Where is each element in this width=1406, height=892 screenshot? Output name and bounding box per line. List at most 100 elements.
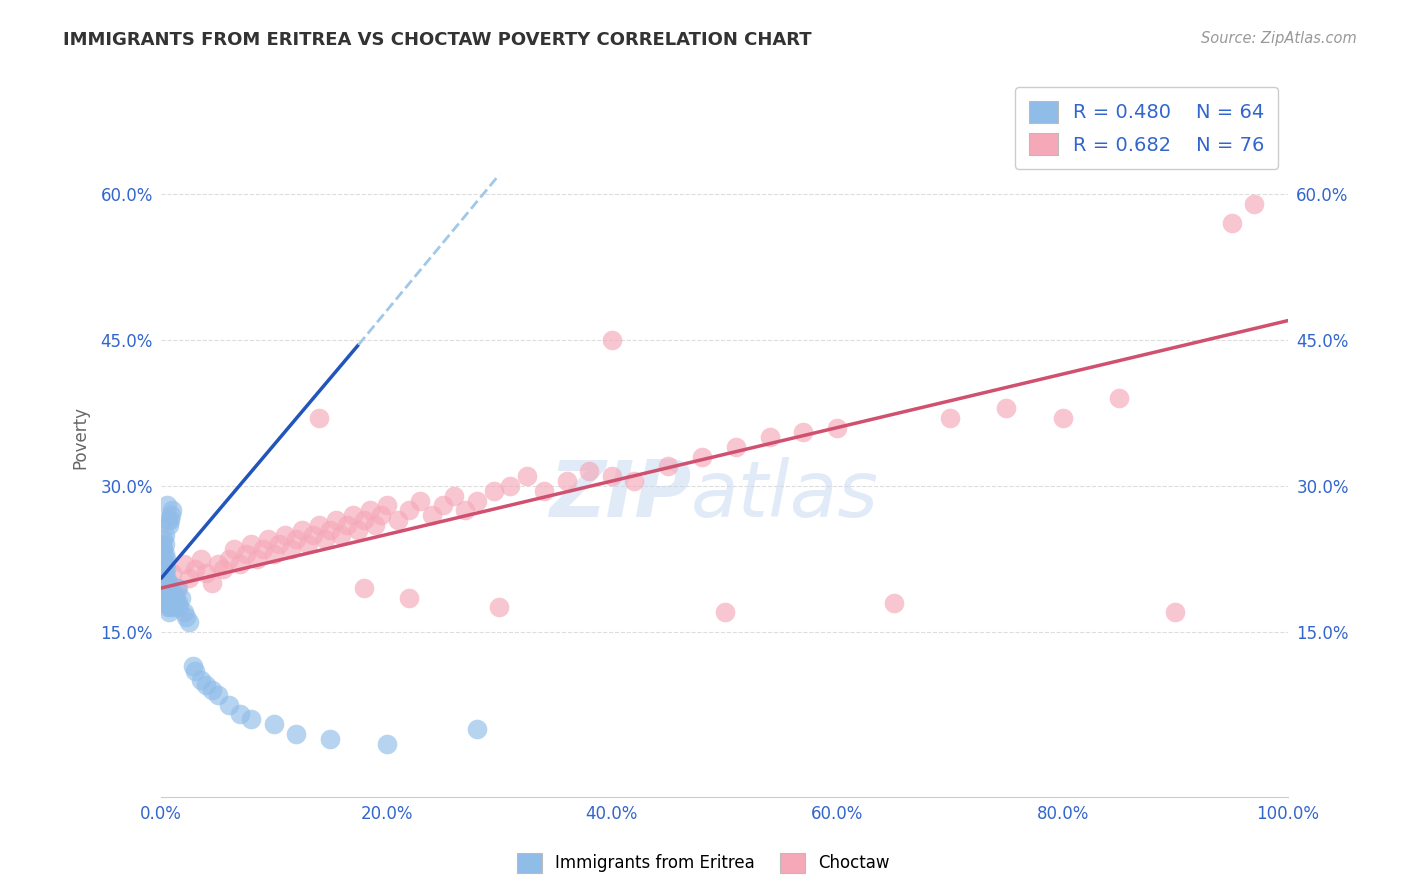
Point bbox=[156, 591, 179, 605]
Point bbox=[825, 420, 848, 434]
Point bbox=[150, 576, 173, 591]
Point bbox=[285, 727, 308, 741]
Text: IMMIGRANTS FROM ERITREA VS CHOCTAW POVERTY CORRELATION CHART: IMMIGRANTS FROM ERITREA VS CHOCTAW POVER… bbox=[63, 31, 811, 49]
Point bbox=[157, 517, 180, 532]
Point bbox=[156, 576, 179, 591]
Point bbox=[359, 503, 381, 517]
Point bbox=[190, 552, 212, 566]
Point bbox=[370, 508, 392, 522]
Point bbox=[533, 483, 555, 498]
Point bbox=[499, 479, 522, 493]
Point bbox=[159, 600, 181, 615]
Point bbox=[995, 401, 1018, 416]
Point bbox=[160, 596, 183, 610]
Text: ZIP: ZIP bbox=[548, 457, 690, 533]
Point bbox=[156, 576, 179, 591]
Point bbox=[578, 464, 600, 478]
Point bbox=[167, 600, 190, 615]
Point bbox=[152, 581, 174, 595]
Point bbox=[375, 499, 398, 513]
Point bbox=[150, 557, 173, 571]
Point bbox=[163, 600, 186, 615]
Point bbox=[153, 527, 176, 541]
Point bbox=[657, 459, 679, 474]
Point bbox=[150, 547, 173, 561]
Point bbox=[319, 523, 342, 537]
Point bbox=[600, 333, 623, 347]
Point bbox=[308, 517, 330, 532]
Point bbox=[364, 517, 387, 532]
Point bbox=[150, 566, 173, 581]
Point bbox=[179, 571, 201, 585]
Point bbox=[353, 581, 375, 595]
Point bbox=[465, 493, 488, 508]
Point bbox=[218, 698, 240, 712]
Point bbox=[1052, 410, 1074, 425]
Point bbox=[792, 425, 814, 440]
Point bbox=[269, 537, 291, 551]
Point bbox=[246, 552, 269, 566]
Point bbox=[336, 517, 359, 532]
Point bbox=[153, 557, 176, 571]
Point bbox=[229, 557, 252, 571]
Point bbox=[181, 658, 204, 673]
Point bbox=[398, 591, 420, 605]
Y-axis label: Poverty: Poverty bbox=[72, 406, 89, 469]
Point bbox=[156, 513, 179, 527]
Point bbox=[257, 533, 280, 547]
Point bbox=[155, 552, 177, 566]
Point bbox=[157, 576, 180, 591]
Point bbox=[291, 523, 314, 537]
Point bbox=[252, 542, 274, 557]
Point bbox=[883, 596, 905, 610]
Point bbox=[690, 450, 713, 464]
Point bbox=[319, 731, 342, 746]
Point bbox=[170, 591, 193, 605]
Point bbox=[173, 605, 195, 619]
Point bbox=[263, 717, 285, 731]
Point bbox=[482, 483, 505, 498]
Point bbox=[153, 547, 176, 561]
Point bbox=[302, 527, 325, 541]
Point bbox=[179, 615, 201, 629]
Point bbox=[218, 552, 240, 566]
Point bbox=[156, 581, 179, 595]
Point bbox=[190, 673, 212, 688]
Point bbox=[939, 410, 962, 425]
Point bbox=[555, 474, 578, 488]
Point bbox=[325, 513, 347, 527]
Point bbox=[167, 596, 190, 610]
Point bbox=[152, 571, 174, 585]
Point bbox=[1243, 197, 1265, 211]
Point bbox=[153, 586, 176, 600]
Point bbox=[1108, 392, 1130, 406]
Point bbox=[398, 503, 420, 517]
Point bbox=[162, 503, 184, 517]
Point bbox=[155, 591, 177, 605]
Point bbox=[207, 557, 229, 571]
Point bbox=[152, 561, 174, 575]
Point bbox=[409, 493, 432, 508]
Point bbox=[157, 605, 180, 619]
Point bbox=[153, 537, 176, 551]
Point bbox=[184, 664, 207, 678]
Point bbox=[758, 430, 780, 444]
Point bbox=[156, 600, 179, 615]
Point bbox=[156, 586, 179, 600]
Point bbox=[240, 537, 263, 551]
Point bbox=[212, 561, 235, 575]
Point bbox=[1220, 216, 1243, 230]
Point bbox=[152, 552, 174, 566]
Point bbox=[432, 499, 454, 513]
Point bbox=[153, 576, 176, 591]
Point bbox=[297, 537, 319, 551]
Point bbox=[308, 410, 330, 425]
Point bbox=[347, 523, 370, 537]
Point bbox=[184, 561, 207, 575]
Point bbox=[465, 722, 488, 736]
Point bbox=[207, 688, 229, 702]
Point bbox=[623, 474, 645, 488]
Point bbox=[600, 469, 623, 483]
Text: atlas: atlas bbox=[690, 457, 879, 533]
Point bbox=[274, 527, 297, 541]
